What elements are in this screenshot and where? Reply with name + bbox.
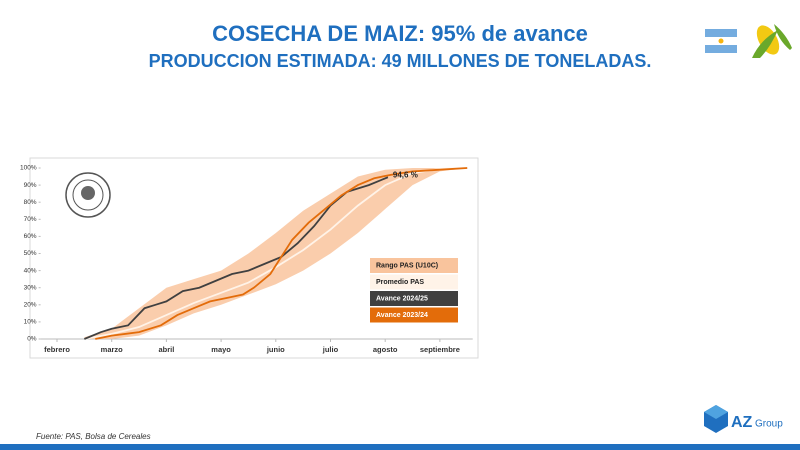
range-band (84, 168, 468, 339)
legend-label: Avance 2023/24 (376, 312, 428, 319)
y-tick-label: 100% (20, 165, 37, 172)
legend-swatch (370, 307, 458, 323)
x-tick-label: marzo (101, 345, 124, 354)
series-line (95, 167, 468, 340)
logo-text: AZ (731, 414, 753, 431)
subtitle: PRODUCCION ESTIMADA: 49 MILLONES DE TONE… (149, 51, 652, 71)
y-tick-label: 70% (24, 216, 37, 223)
legend-label: Rango PAS (U10C) (376, 262, 438, 269)
footer-bar (0, 444, 800, 450)
legend-swatch (370, 291, 458, 306)
company-logo: AZ Group (704, 405, 783, 433)
source-note: Fuente: PAS, Bolsa de Cereales (36, 432, 151, 441)
logo-subtext: Group (755, 419, 783, 430)
end-annotation: 94,6 % (393, 170, 418, 179)
legend-label: Promedio PAS (376, 279, 424, 286)
series-line (84, 167, 468, 340)
y-tick-label: 90% (24, 182, 37, 189)
legend-swatch (370, 274, 458, 290)
x-tick-label: febrero (44, 345, 70, 354)
emblem (65, 172, 111, 218)
y-tick-label: 40% (24, 267, 37, 274)
x-tick-label: mayo (211, 345, 231, 354)
y-tick-label: 50% (24, 250, 37, 257)
y-tick-label: 10% (24, 319, 37, 326)
flag-icon (705, 29, 737, 53)
y-tick-label: 20% (24, 302, 37, 309)
x-tick-label: julio (322, 345, 339, 354)
corn-icon (752, 24, 792, 58)
title: COSECHA DE MAIZ: 95% de avance (212, 21, 588, 46)
y-tick-label: 30% (24, 284, 37, 291)
x-tick-label: abril (158, 345, 174, 354)
y-tick-label: 60% (24, 233, 37, 240)
y-tick-label: 0% (27, 336, 37, 343)
x-tick-label: agosto (373, 345, 398, 354)
legend-swatch (370, 258, 458, 273)
legend-label: Avance 2024/25 (376, 295, 428, 302)
plot: 0% 10% 20% 30% 40% 50% 60% 70% 80% 90% 100% febrero… (20, 165, 473, 354)
y-tick-label: 80% (24, 199, 37, 206)
x-tick-label: septiembre (420, 345, 460, 354)
x-tick-label: junio (266, 345, 285, 354)
